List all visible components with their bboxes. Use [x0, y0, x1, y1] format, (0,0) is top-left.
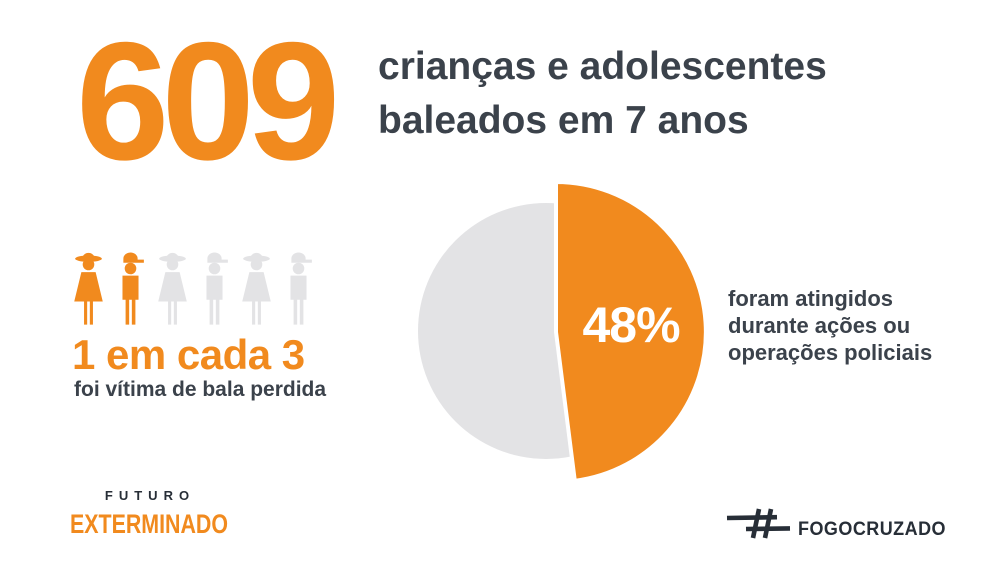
campaign-logo-top-text: FUTURO: [105, 488, 195, 503]
big-number: 609: [76, 7, 340, 195]
headline-line1: crianças e adolescentes: [378, 45, 827, 88]
pie-note-line3: operações policiais: [728, 340, 933, 365]
person-female-icon: [74, 252, 103, 325]
pie-note: foram atingidos durante ações ou operaçõ…: [728, 285, 932, 366]
brand-logo: FOGOCRUZADO: [726, 508, 946, 540]
headline-line2: baleados em 7 anos: [378, 99, 749, 142]
pie-note-line2: durante ações ou: [728, 313, 911, 338]
person-female-icon: [242, 252, 271, 325]
campaign-logo-main-text: EXTERMINADO: [70, 509, 228, 539]
campaign-logo: FUTURO EXTERMINADO: [70, 488, 228, 539]
headline: crianças e adolescentes baleados em 7 an…: [378, 40, 827, 148]
person-male-icon: [122, 252, 144, 325]
person-female-icon: [158, 252, 187, 325]
brand-logo-text: FOGOCRUZADO: [798, 519, 946, 540]
pie-value-label: 48%: [582, 297, 680, 353]
person-male-icon: [206, 252, 228, 325]
pictograph-stat-title: 1 em cada 3: [72, 331, 305, 378]
pie-note-line1: foram atingidos: [728, 286, 894, 311]
pictograph-stat-caption: foi vítima de bala perdida: [74, 378, 327, 401]
person-male-icon: [290, 252, 312, 325]
pictograph-row: [68, 246, 319, 332]
pie-chart: 48%: [418, 180, 708, 483]
hashtag-crosshair-icon: [726, 508, 791, 539]
pie-slice-highlight: [554, 180, 708, 483]
